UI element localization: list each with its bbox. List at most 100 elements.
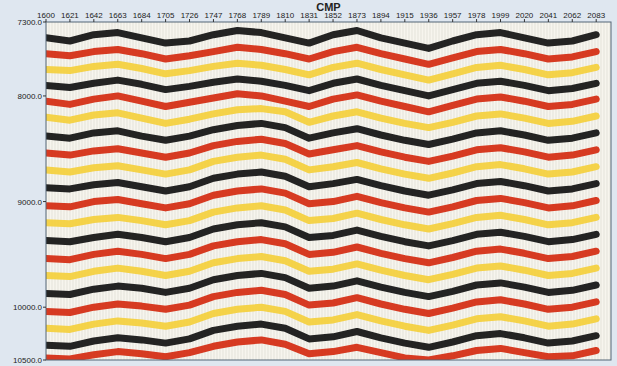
- trace-texture: [136, 22, 137, 360]
- trace-texture: [496, 22, 497, 360]
- trace-texture: [478, 22, 479, 360]
- x-tick-label: 1642: [85, 11, 103, 20]
- reflector: [46, 223, 596, 246]
- reflector: [46, 155, 596, 178]
- trace-texture: [343, 22, 344, 360]
- x-tick-label: 1915: [396, 11, 414, 20]
- trace-texture: [472, 22, 473, 360]
- background: [0, 0, 617, 366]
- trace-texture: [508, 22, 509, 360]
- x-tick-label: 1747: [205, 11, 223, 20]
- trace-texture: [592, 22, 593, 360]
- reflector: [46, 206, 596, 229]
- trace-texture: [214, 22, 215, 360]
- trace-texture: [118, 22, 119, 360]
- x-tick-label: 1831: [300, 11, 318, 20]
- trace-texture: [124, 22, 125, 360]
- x-tick-label: 1810: [276, 11, 294, 20]
- trace-texture: [331, 22, 332, 360]
- trace-texture: [604, 22, 605, 360]
- trace-texture: [490, 22, 491, 360]
- x-tick-label: 1621: [61, 11, 79, 20]
- trace-texture: [370, 22, 371, 360]
- trace-texture: [352, 22, 353, 360]
- y-tick: [43, 201, 46, 202]
- reflector: [46, 340, 596, 360]
- x-tick-label: 2020: [516, 11, 534, 20]
- trace-texture: [427, 22, 428, 360]
- reflector: [46, 31, 596, 49]
- x-tick-label: 1768: [228, 11, 246, 20]
- x-tick-label: 1789: [252, 11, 270, 20]
- y-tick: [43, 22, 46, 23]
- trace-texture: [373, 22, 374, 360]
- x-tick-label: 1873: [348, 11, 366, 20]
- trace-texture: [514, 22, 515, 360]
- trace-texture: [601, 22, 602, 360]
- reflector: [46, 47, 596, 64]
- y-tick: [43, 95, 46, 96]
- reflector: [46, 324, 596, 347]
- y-tick-label: 9000.0: [18, 198, 43, 207]
- y-tick-label: 8000.0: [18, 92, 43, 101]
- x-tick-label: 2083: [587, 11, 605, 20]
- y-tick: [43, 307, 46, 308]
- trace-texture: [493, 22, 494, 360]
- trace-texture: [208, 22, 209, 360]
- traces: [46, 22, 610, 360]
- y-tick-label: 7300.0: [18, 18, 43, 27]
- reflector: [46, 79, 596, 96]
- trace-texture: [211, 22, 212, 360]
- trace-texture: [607, 22, 608, 360]
- x-tick-label: 1936: [420, 11, 438, 20]
- plot-frame: [46, 22, 611, 360]
- reflector: [46, 189, 596, 212]
- trace-texture: [505, 22, 506, 360]
- trace-texture: [589, 22, 590, 360]
- trace-texture: [115, 22, 116, 360]
- reflector: [46, 257, 596, 280]
- y-tick-label: 10500.0: [13, 356, 42, 365]
- trace-texture: [376, 22, 377, 360]
- y-tick-label: 10000.0: [13, 303, 42, 312]
- trace-texture: [487, 22, 488, 360]
- trace-texture: [340, 22, 341, 360]
- chart: CMP1600162116421663168417051726174717681…: [0, 0, 617, 366]
- trace-texture: [334, 22, 335, 360]
- trace-texture: [202, 22, 203, 360]
- trace-texture: [598, 22, 599, 360]
- x-tick-label: 1726: [181, 11, 199, 20]
- x-tick-label: 1978: [468, 11, 486, 20]
- trace-texture: [502, 22, 503, 360]
- trace-texture: [610, 22, 611, 360]
- trace-texture: [337, 22, 338, 360]
- trace-texture: [430, 22, 431, 360]
- x-tick-label: 1999: [492, 11, 510, 20]
- x-tick-label: 2062: [563, 11, 581, 20]
- reflector: [46, 240, 596, 263]
- reflector: [46, 172, 596, 195]
- trace-texture: [349, 22, 350, 360]
- x-tick-label: 1957: [444, 11, 462, 20]
- trace-texture: [475, 22, 476, 360]
- reflector: [46, 307, 596, 330]
- trace-texture: [364, 22, 365, 360]
- trace-texture: [499, 22, 500, 360]
- trace-texture: [484, 22, 485, 360]
- trace-texture: [127, 22, 128, 360]
- trace-texture: [130, 22, 131, 360]
- reflector: [46, 123, 596, 144]
- reflector: [46, 63, 596, 80]
- trace-texture: [199, 22, 200, 360]
- trace-texture: [481, 22, 482, 360]
- trace-texture: [205, 22, 206, 360]
- trace-texture: [367, 22, 368, 360]
- trace-texture: [109, 22, 110, 360]
- x-tick-label: 1894: [372, 11, 390, 20]
- reflector: [46, 290, 596, 313]
- x-tick-label: 1705: [157, 11, 175, 20]
- reflector: [46, 94, 596, 112]
- trace-texture: [346, 22, 347, 360]
- plot-area: [46, 22, 611, 360]
- trace-texture: [358, 22, 359, 360]
